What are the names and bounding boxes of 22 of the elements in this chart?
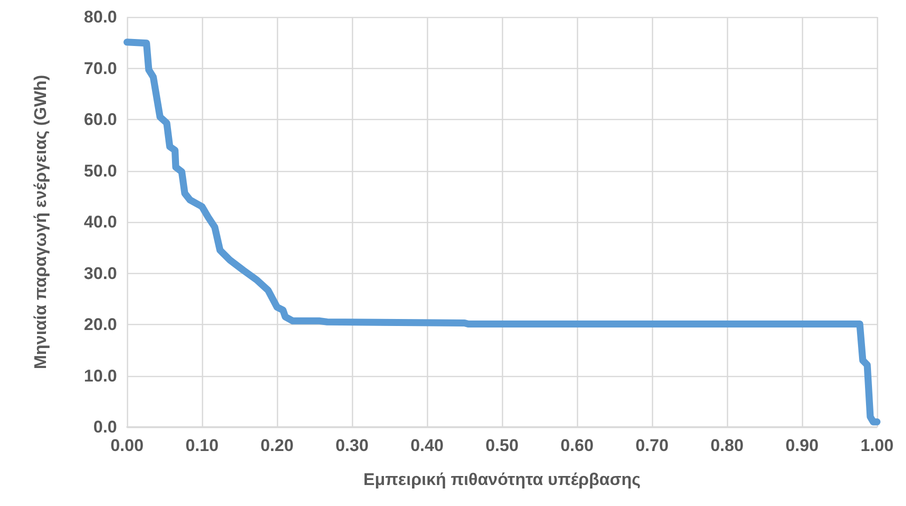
x-tick-label: 0.40 — [410, 436, 444, 455]
x-tick-label: 0.90 — [785, 436, 819, 455]
y-tick-label: 70.0 — [84, 58, 117, 78]
y-tick-label: 40.0 — [84, 212, 117, 232]
x-axis-title: Εμπειρική πιθανότητα υπέρβασης — [363, 470, 641, 489]
x-tick-label: 0.20 — [260, 436, 294, 455]
y-axis-title: Μηνιαία παραγωγή ενέργειας (GWh) — [31, 74, 50, 370]
x-tick-label: 0.60 — [560, 436, 594, 455]
x-tick-label: 0.10 — [185, 436, 219, 455]
y-tick-label: 0.0 — [93, 418, 117, 436]
x-tick-label: 0.80 — [710, 436, 744, 455]
y-tick-label: 80.0 — [84, 8, 117, 26]
x-tick-label: 0.70 — [635, 436, 669, 455]
x-tick-label: 0.00 — [110, 436, 144, 455]
y-tick-label: 30.0 — [84, 264, 117, 283]
y-tick-label: 60.0 — [84, 110, 117, 129]
y-tick-label: 20.0 — [84, 315, 117, 334]
x-tick-label: 0.50 — [485, 436, 519, 455]
x-tick-label: 0.30 — [335, 436, 369, 455]
y-tick-label: 10.0 — [84, 366, 117, 386]
y-tick-label: 50.0 — [84, 161, 117, 180]
x-tick-label: 1.00 — [860, 436, 894, 455]
